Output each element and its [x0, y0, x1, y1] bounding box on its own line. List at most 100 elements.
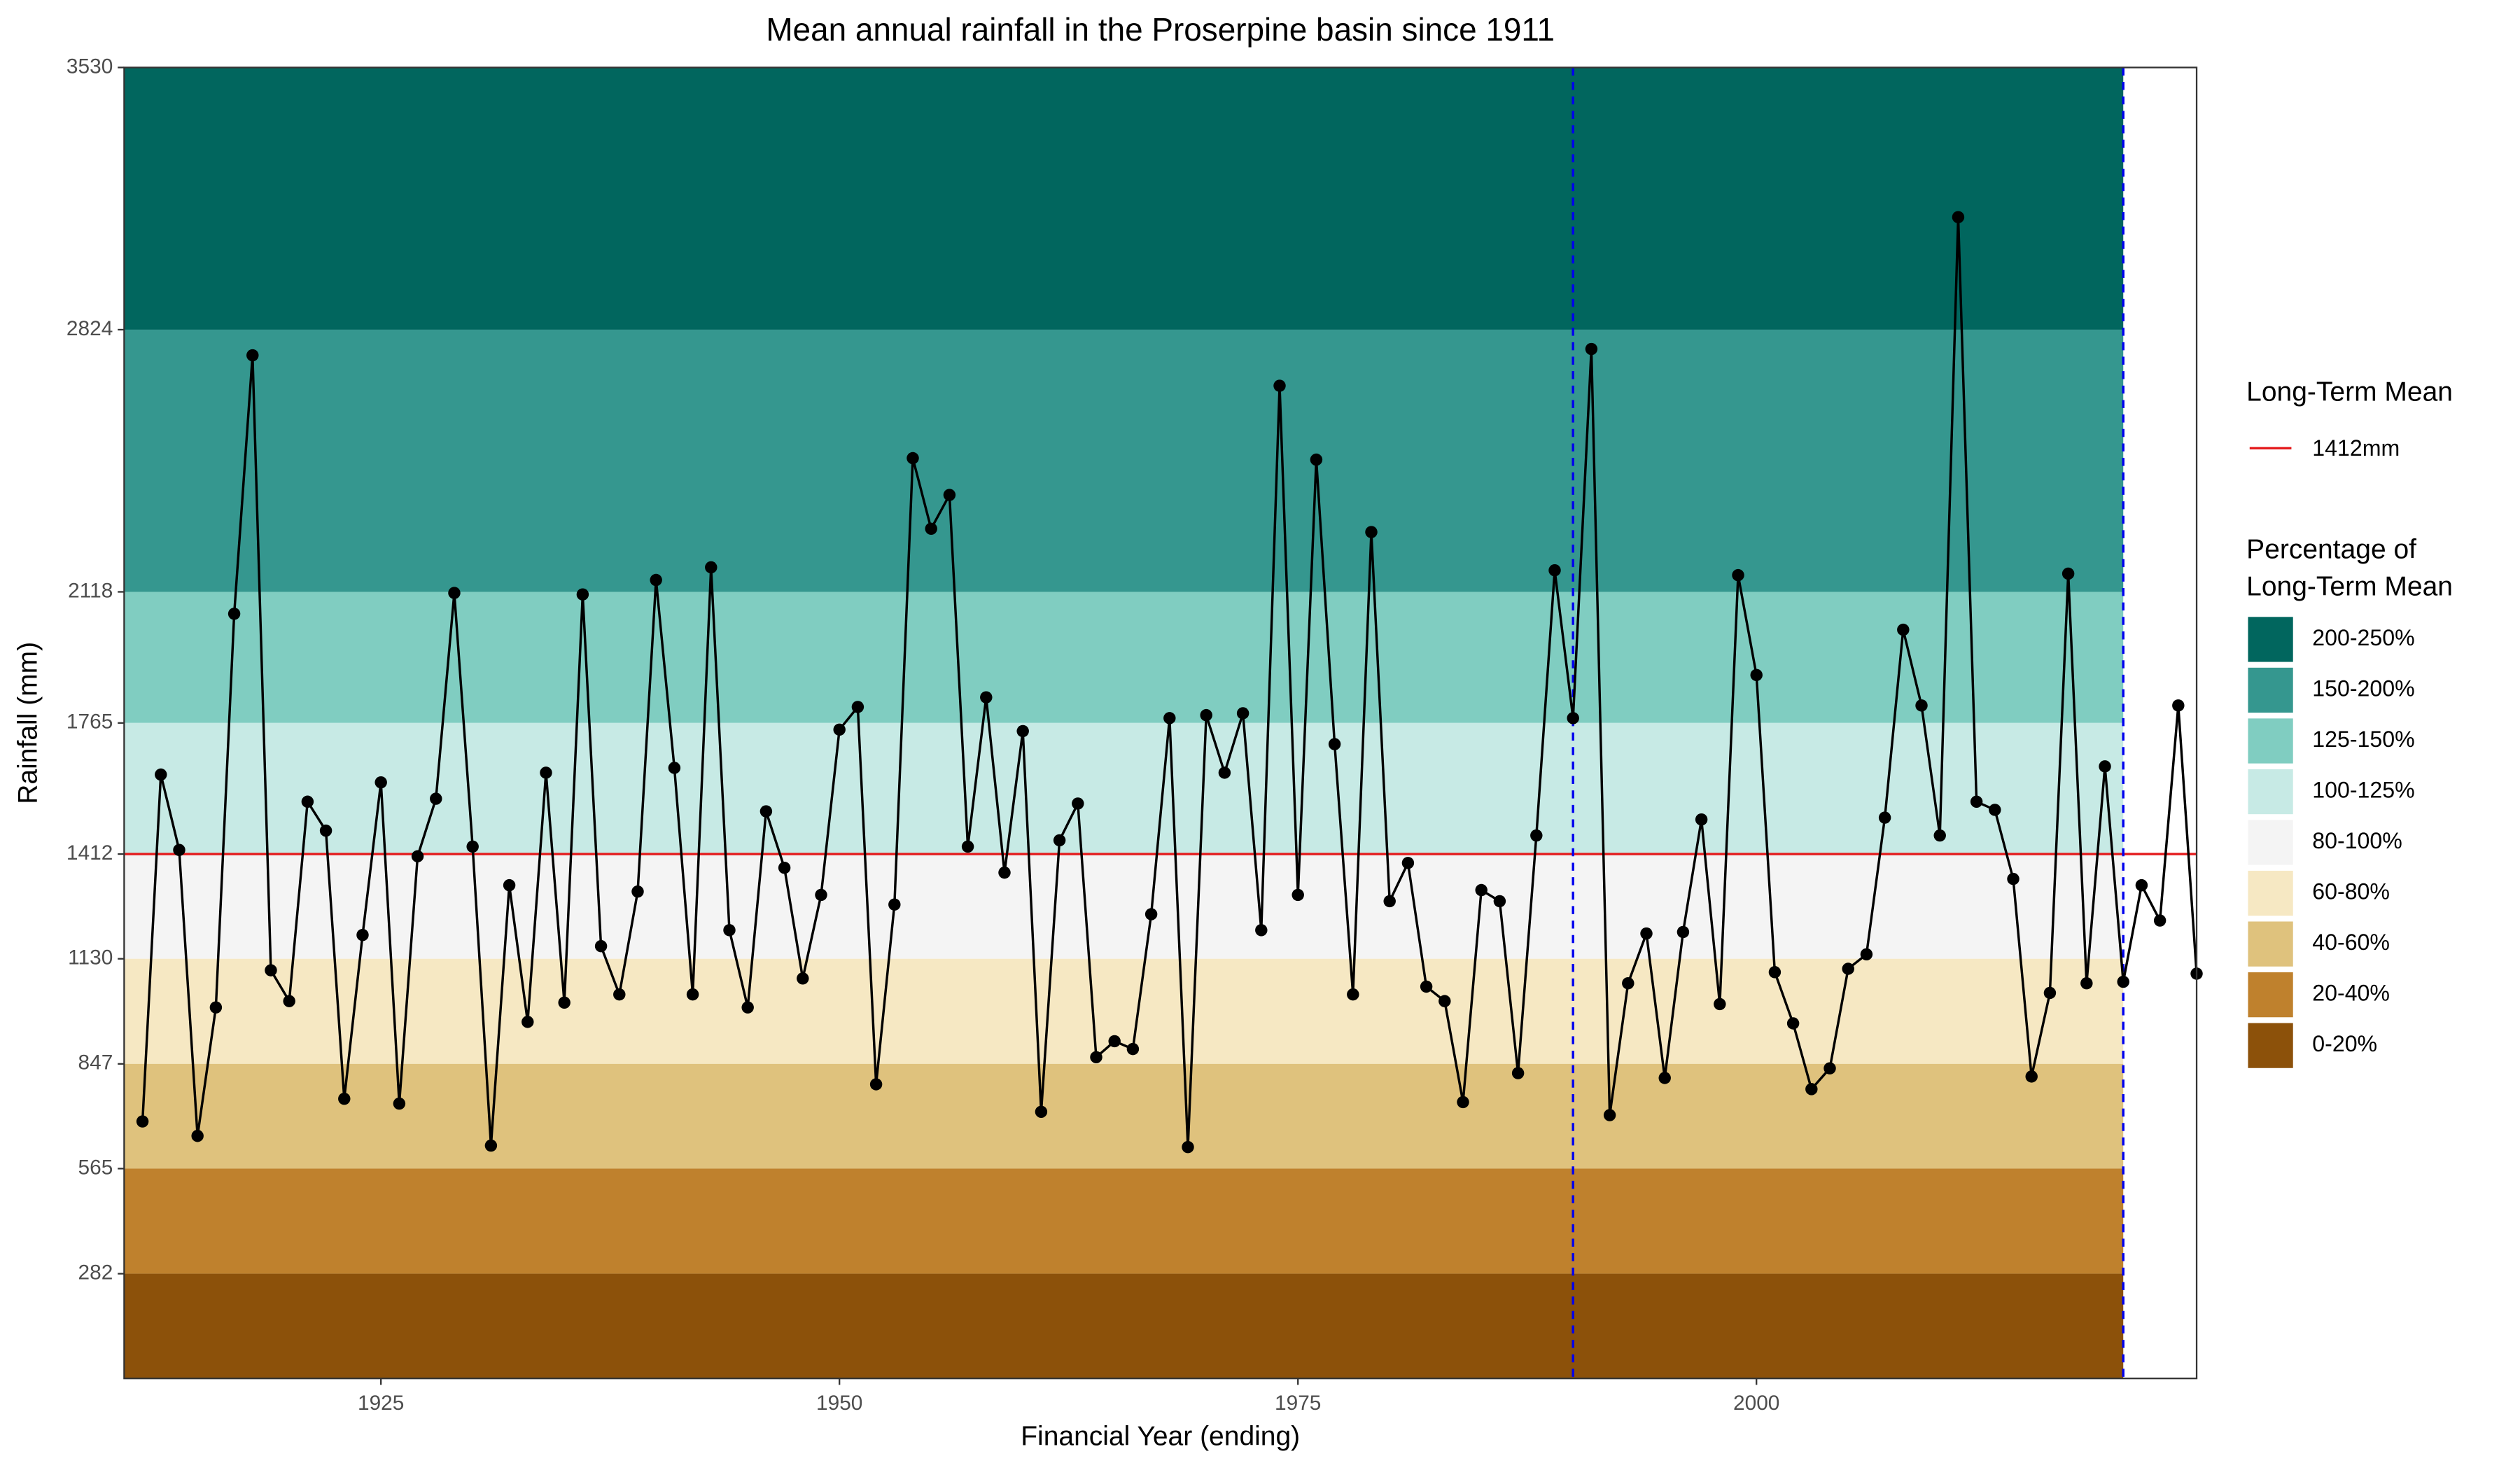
data-point	[393, 1097, 406, 1110]
data-point	[1768, 966, 1782, 979]
data-point	[668, 762, 681, 774]
data-point	[1805, 1083, 1818, 1096]
legend-swatch	[2248, 1023, 2293, 1068]
legend-swatch	[2248, 921, 2293, 967]
band	[124, 854, 2124, 959]
data-point	[2135, 878, 2148, 892]
legend-label: 0-20%	[2312, 1031, 2377, 1056]
data-point	[851, 701, 864, 713]
data-point	[1732, 568, 1744, 582]
data-point	[1328, 738, 1341, 750]
data-point	[1860, 948, 1873, 961]
data-point	[1989, 804, 2001, 816]
band	[124, 958, 2124, 1064]
legend-label: 20-40%	[2312, 981, 2390, 1006]
data-point	[1842, 962, 1854, 975]
y-tick-label: 2118	[68, 579, 113, 602]
data-point	[301, 795, 314, 808]
data-point	[1218, 766, 1231, 779]
data-point	[1182, 1140, 1194, 1154]
data-point	[1292, 888, 1304, 902]
data-point	[558, 996, 570, 1009]
data-point	[2080, 976, 2093, 990]
data-point	[631, 885, 644, 898]
data-point	[1255, 924, 1268, 937]
data-point	[1714, 997, 1726, 1011]
legend-swatch	[2248, 667, 2293, 713]
data-point	[1053, 834, 1066, 847]
data-point	[283, 995, 295, 1007]
data-point	[246, 349, 259, 362]
band	[124, 592, 2124, 723]
data-point	[1823, 1062, 1836, 1074]
data-point	[411, 850, 424, 862]
legend-swatch	[2248, 870, 2293, 916]
data-point	[319, 824, 332, 837]
data-point	[2062, 567, 2075, 580]
data-point	[1786, 1017, 1800, 1030]
legend-label: 80-100%	[2312, 828, 2402, 853]
legend-swatch	[2248, 718, 2293, 764]
data-point	[1072, 797, 1084, 810]
y-tick-label: 2824	[66, 317, 113, 340]
legend-label: 150-200%	[2312, 676, 2414, 701]
data-point	[338, 1092, 351, 1105]
data-point	[1108, 1035, 1121, 1048]
data-point	[2007, 872, 2019, 886]
legend-label: 125-150%	[2312, 727, 2414, 752]
data-point	[1475, 883, 1488, 897]
data-point	[613, 988, 626, 1001]
legend-title: Long-Term Mean	[2246, 377, 2453, 407]
data-point	[760, 805, 773, 818]
data-point	[723, 924, 736, 937]
data-point	[503, 878, 516, 892]
data-point	[1567, 712, 1579, 724]
data-point	[686, 988, 699, 1001]
data-point	[1603, 1109, 1616, 1121]
y-tick-label: 1765	[66, 710, 113, 734]
data-point	[540, 766, 552, 779]
band	[124, 1063, 2124, 1169]
data-point	[1401, 857, 1415, 869]
data-point	[1090, 1051, 1102, 1063]
data-point	[815, 888, 827, 902]
data-point	[136, 1115, 149, 1128]
band	[124, 329, 2124, 592]
data-point	[173, 844, 186, 856]
y-tick-label: 847	[78, 1051, 113, 1074]
x-tick-label: 1975	[1275, 1392, 1321, 1415]
data-point	[1420, 980, 1433, 993]
data-point	[1126, 1042, 1140, 1056]
data-point	[797, 972, 809, 985]
x-axis-label: Financial Year (ending)	[1021, 1421, 1300, 1451]
data-point	[1310, 453, 1323, 466]
data-point	[594, 939, 608, 953]
data-point	[2172, 699, 2185, 712]
legend-swatch	[2248, 617, 2293, 662]
data-point	[430, 792, 442, 805]
data-point	[705, 561, 718, 574]
y-axis-label: Rainfall (mm)	[13, 642, 43, 804]
y-tick-label: 1130	[68, 946, 113, 969]
data-point	[1016, 724, 1029, 738]
x-tick-label: 1925	[358, 1392, 404, 1415]
data-point	[576, 588, 589, 601]
y-tick-label: 565	[78, 1156, 113, 1179]
data-point	[1273, 379, 1286, 392]
data-point	[778, 861, 791, 874]
data-point	[1236, 707, 1250, 720]
data-point	[191, 1130, 204, 1142]
data-point	[1970, 795, 1983, 808]
data-point	[448, 587, 461, 599]
data-point	[466, 840, 479, 853]
data-point	[906, 451, 919, 465]
data-point	[2025, 1070, 2038, 1083]
legend-label: 100-125%	[2312, 778, 2414, 803]
data-point	[374, 776, 387, 789]
data-point	[265, 964, 277, 976]
data-point	[1676, 925, 1690, 939]
band	[124, 1273, 2124, 1379]
band	[124, 1168, 2124, 1274]
